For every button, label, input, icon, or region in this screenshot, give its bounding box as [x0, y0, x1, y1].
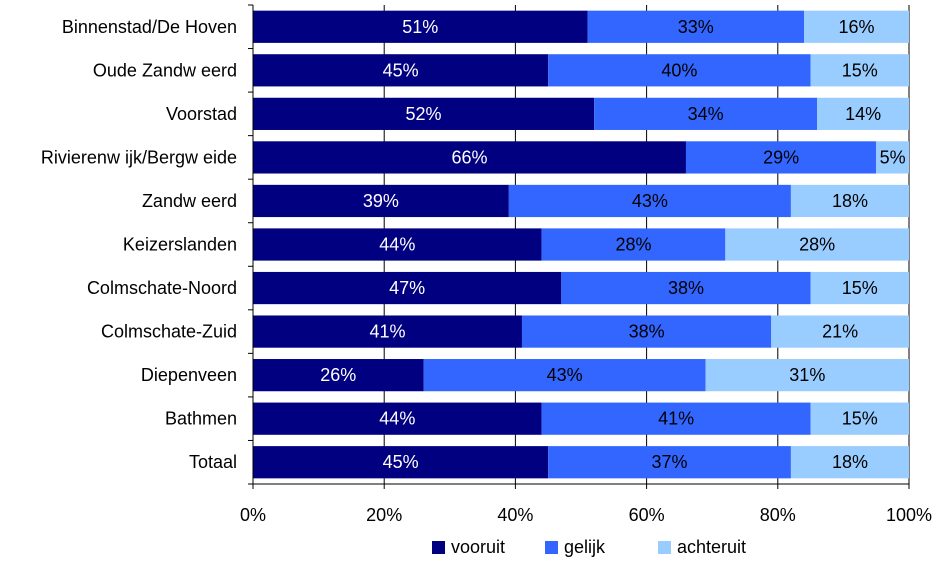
bar-vooruit-5 — [253, 228, 542, 261]
data-label-gelijk-7: 38% — [629, 322, 665, 342]
data-label-achteruit-3: 5% — [880, 147, 906, 167]
bar-vooruit-1 — [253, 54, 549, 87]
category-label-8: Diepenveen — [141, 365, 237, 385]
x-tick-label-60%: 60% — [629, 505, 665, 525]
x-tick-label-100%: 100% — [886, 505, 932, 525]
legend-swatch-vooruit — [432, 541, 445, 554]
data-label-gelijk-2: 34% — [688, 104, 724, 124]
data-label-gelijk-3: 29% — [763, 147, 799, 167]
data-label-vooruit-2: 52% — [406, 104, 442, 124]
bar-gelijk-7 — [521, 315, 772, 348]
data-label-vooruit-7: 41% — [369, 322, 405, 342]
bar-achteruit-6 — [810, 271, 909, 305]
category-labels: Binnenstad/De Hoven Oude Zandw eerd Voorst… — [41, 17, 237, 472]
bar-achteruit-2 — [817, 97, 909, 130]
data-label-vooruit-6: 47% — [389, 278, 425, 298]
bar-vooruit-7 — [253, 315, 522, 348]
bar-vooruit-9 — [253, 402, 542, 435]
data-label-gelijk-4: 43% — [632, 191, 668, 211]
data-label-gelijk-0: 33% — [678, 17, 714, 37]
bar-gelijk-10 — [548, 446, 791, 479]
x-tick-label-20%: 20% — [366, 505, 402, 525]
legend-swatch-gelijk — [545, 541, 558, 554]
data-label-achteruit-1: 15% — [842, 60, 878, 80]
data-label-achteruit-10: 18% — [832, 452, 868, 472]
bar-gelijk-4 — [508, 184, 791, 218]
bar-gelijk-0 — [587, 10, 805, 43]
legend-label-vooruit: vooruit — [451, 537, 505, 557]
bar-vooruit-10 — [253, 446, 549, 479]
data-label-vooruit-9: 44% — [379, 409, 415, 429]
bar-vooruit-8 — [253, 359, 424, 392]
data-label-vooruit-3: 66% — [451, 147, 487, 167]
bar-gelijk-6 — [561, 271, 811, 305]
data-label-gelijk-10: 37% — [652, 452, 688, 472]
bar-vooruit-2 — [253, 97, 595, 130]
data-label-achteruit-0: 16% — [839, 17, 875, 37]
bar-achteruit-9 — [810, 402, 909, 435]
bar-vooruit-0 — [253, 10, 588, 43]
category-label-2: Voorstad — [166, 104, 237, 124]
legend-swatch-achteruit — [658, 541, 671, 554]
legend-label-gelijk: gelijk — [564, 537, 606, 557]
bar-vooruit-4 — [253, 184, 509, 218]
x-tick-label-40%: 40% — [497, 505, 533, 525]
data-label-gelijk-6: 38% — [668, 278, 704, 298]
data-label-achteruit-7: 21% — [822, 322, 858, 342]
category-label-7: Colmschate-Zuid — [101, 322, 237, 342]
bar-achteruit-0 — [804, 10, 909, 43]
data-label-gelijk-1: 40% — [661, 60, 697, 80]
bar-achteruit-4 — [790, 184, 909, 218]
category-label-0: Binnenstad/De Hoven — [62, 17, 237, 37]
data-label-vooruit-4: 39% — [363, 191, 399, 211]
data-label-gelijk-5: 28% — [615, 235, 651, 255]
data-label-vooruit-5: 44% — [379, 235, 415, 255]
legend: vooruit gelijk achteruit — [432, 537, 746, 557]
bar-vooruit-3 — [253, 141, 686, 174]
bar-achteruit-8 — [705, 359, 909, 392]
bar-gelijk-1 — [548, 54, 811, 87]
category-label-3: Rivierenw ijk/Bergw eide — [41, 147, 237, 167]
data-label-achteruit-8: 31% — [789, 365, 825, 385]
axes — [248, 4, 910, 489]
data-label-achteruit-2: 14% — [845, 104, 881, 124]
category-label-5: Keizerslanden — [123, 235, 237, 255]
category-label-9: Bathmen — [165, 409, 237, 429]
legend-label-achteruit: achteruit — [677, 537, 746, 557]
data-label-achteruit-5: 28% — [799, 235, 835, 255]
bar-gelijk-9 — [541, 402, 811, 435]
category-label-4: Zandw eerd — [142, 191, 237, 211]
category-label-10: Totaal — [189, 452, 237, 472]
data-label-gelijk-9: 41% — [658, 409, 694, 429]
bar-vooruit-6 — [253, 271, 562, 305]
bar-achteruit-3 — [876, 141, 909, 174]
bar-achteruit-10 — [790, 446, 909, 479]
data-label-vooruit-1: 45% — [383, 60, 419, 80]
x-tick-label-80%: 80% — [760, 505, 796, 525]
data-label-vooruit-10: 45% — [383, 452, 419, 472]
data-label-achteruit-6: 15% — [842, 278, 878, 298]
x-tick-label-0%: 0% — [240, 505, 266, 525]
category-label-6: Colmschate-Noord — [87, 278, 237, 298]
bar-achteruit-5 — [725, 228, 909, 261]
data-label-gelijk-8: 43% — [547, 365, 583, 385]
bar-achteruit-1 — [810, 54, 909, 87]
bar-gelijk-3 — [685, 141, 877, 174]
bars: 51% 33% 16% 45% 40% 15% 52% 34% 14% 66% 29% 5% 39% 43… — [253, 10, 909, 479]
data-label-vooruit-8: 26% — [320, 365, 356, 385]
x-tick-labels: 0% 20% 40% 60% 80% 100% — [240, 505, 932, 525]
bar-gelijk-2 — [594, 97, 818, 130]
data-label-achteruit-4: 18% — [832, 191, 868, 211]
bar-gelijk-5 — [541, 228, 726, 261]
data-label-vooruit-0: 51% — [402, 17, 438, 37]
bar-achteruit-7 — [771, 315, 909, 348]
category-label-1: Oude Zandw eerd — [93, 60, 237, 80]
bar-gelijk-8 — [423, 359, 706, 392]
data-label-achteruit-9: 15% — [842, 409, 878, 429]
